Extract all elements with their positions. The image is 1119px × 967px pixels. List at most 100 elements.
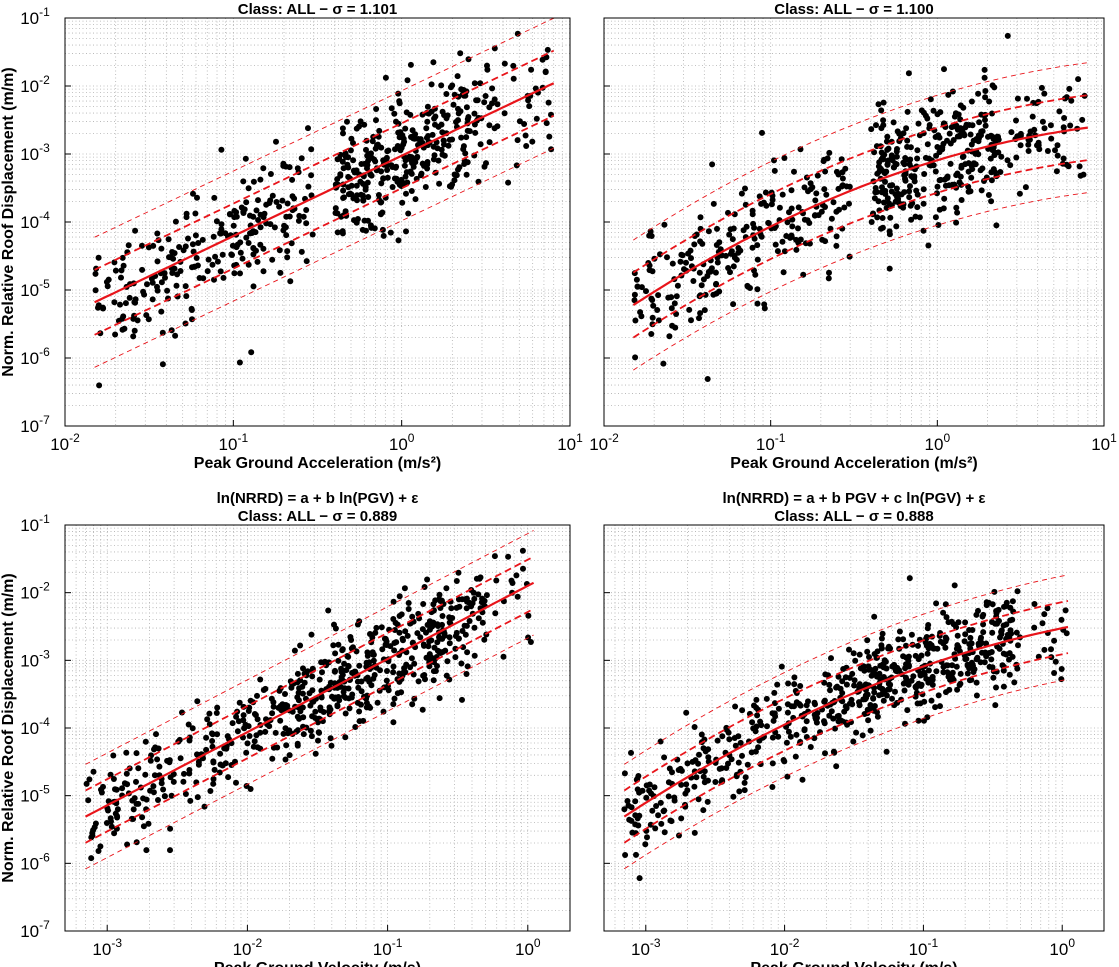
data-point: [167, 847, 173, 854]
data-point: [432, 113, 439, 120]
data-point: [1051, 637, 1058, 644]
data-point: [677, 258, 684, 265]
data-point: [791, 168, 797, 175]
data-point: [428, 81, 435, 88]
data-point: [309, 713, 316, 720]
data-point: [444, 658, 451, 665]
data-point: [449, 82, 456, 89]
data-point: [815, 212, 822, 219]
data-point: [486, 104, 493, 111]
data-point: [967, 188, 974, 195]
data-point: [634, 815, 641, 822]
data-point: [666, 333, 673, 340]
chart-subtitle: Class: ALL − σ = 1.101: [238, 1, 398, 18]
data-point: [735, 733, 742, 740]
data-point: [194, 698, 201, 705]
data-point: [693, 774, 700, 781]
data-point: [463, 171, 470, 178]
data-point: [268, 695, 275, 702]
data-point: [404, 77, 411, 84]
data-point: [1013, 117, 1019, 124]
data-point: [250, 245, 257, 251]
data-point: [821, 186, 828, 193]
data-point: [906, 194, 913, 201]
data-point: [150, 783, 157, 790]
data-point: [458, 134, 465, 141]
data-point: [1013, 154, 1020, 161]
data-point: [671, 300, 678, 307]
data-point: [152, 744, 159, 751]
data-point: [813, 719, 820, 726]
data-point: [691, 829, 698, 836]
data-point: [434, 663, 440, 669]
data-point: [826, 681, 833, 688]
data-point: [307, 727, 314, 734]
data-point: [391, 627, 398, 633]
data-point: [360, 196, 367, 203]
data-point: [783, 233, 790, 239]
data-point: [196, 275, 203, 281]
data-point: [915, 120, 922, 127]
data-point: [913, 689, 920, 696]
data-point: [479, 619, 486, 626]
data-point: [948, 618, 955, 625]
data-point: [950, 137, 957, 143]
data-point: [947, 160, 954, 167]
data-point: [108, 823, 115, 830]
data-point: [785, 680, 792, 687]
data-point: [770, 717, 777, 724]
data-point: [1054, 142, 1061, 149]
data-point: [737, 247, 744, 254]
data-point: [1007, 162, 1014, 169]
data-point: [881, 199, 887, 206]
data-point: [443, 585, 450, 592]
data-point: [439, 108, 446, 115]
data-point: [483, 592, 490, 599]
data-point: [908, 677, 915, 684]
data-point: [710, 200, 717, 207]
data-point: [914, 204, 921, 211]
data-point: [775, 733, 782, 740]
data-point: [772, 241, 779, 248]
data-point: [793, 246, 800, 253]
data-point: [194, 751, 200, 758]
data-point: [893, 223, 900, 230]
data-point: [955, 644, 962, 651]
data-point: [465, 114, 472, 120]
data-point: [1058, 616, 1065, 623]
data-point: [194, 194, 200, 201]
data-point: [784, 709, 791, 716]
data-point: [270, 703, 277, 710]
data-point: [422, 184, 429, 190]
data-point: [425, 643, 432, 650]
data-point: [382, 74, 389, 81]
data-point: [870, 695, 877, 702]
data-point: [926, 122, 933, 128]
data-point: [973, 611, 980, 618]
data-point: [654, 307, 661, 313]
data-point: [118, 274, 124, 281]
data-point: [332, 205, 339, 212]
data-point: [364, 179, 371, 186]
y-tick-label: 10-7: [20, 413, 50, 436]
data-point: [791, 674, 798, 681]
data-point: [874, 654, 880, 661]
data-point: [233, 713, 240, 720]
data-point: [998, 631, 1005, 637]
data-point: [633, 276, 640, 283]
data-point: [250, 283, 257, 290]
data-point: [885, 200, 892, 206]
data-point: [233, 779, 239, 786]
y-tick-label: 10-6: [20, 850, 50, 873]
data-point: [1004, 32, 1011, 39]
data-point: [878, 107, 885, 114]
data-point: [725, 760, 731, 767]
data-point: [219, 762, 226, 769]
data-point: [887, 681, 894, 688]
data-point: [931, 645, 938, 652]
data-point: [1009, 598, 1016, 605]
data-point: [745, 283, 751, 290]
x-tick-label: 10-2: [50, 431, 80, 454]
data-point: [878, 125, 885, 132]
data-point: [1007, 617, 1014, 624]
